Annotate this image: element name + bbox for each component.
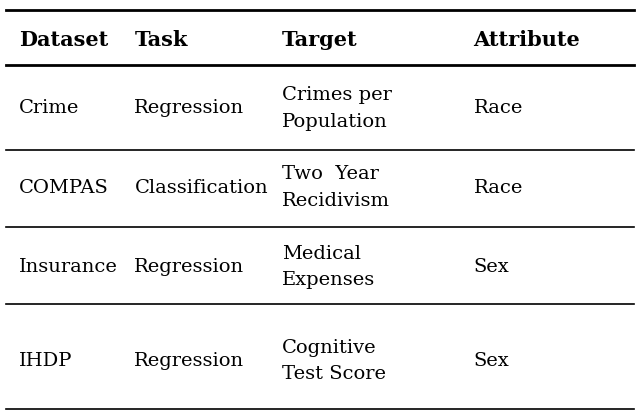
Text: Cognitive
Test Score: Cognitive Test Score <box>282 339 385 383</box>
Text: Regression: Regression <box>134 352 244 370</box>
Text: Regression: Regression <box>134 258 244 276</box>
Text: IHDP: IHDP <box>19 352 73 370</box>
Text: Task: Task <box>134 30 188 50</box>
Text: Attribute: Attribute <box>474 30 580 50</box>
Text: Dataset: Dataset <box>19 30 108 50</box>
Text: Two  Year
Recidivism: Two Year Recidivism <box>282 166 390 210</box>
Text: Race: Race <box>474 178 523 197</box>
Text: Crime: Crime <box>19 99 79 118</box>
Text: Target: Target <box>282 30 357 50</box>
Text: Regression: Regression <box>134 99 244 118</box>
Text: Race: Race <box>474 99 523 118</box>
Text: Sex: Sex <box>474 258 509 276</box>
Text: Classification: Classification <box>134 178 268 197</box>
Text: Insurance: Insurance <box>19 258 118 276</box>
Text: Sex: Sex <box>474 352 509 370</box>
Text: Medical
Expenses: Medical Expenses <box>282 245 375 289</box>
Text: COMPAS: COMPAS <box>19 178 109 197</box>
Text: Crimes per
Population: Crimes per Population <box>282 86 392 131</box>
